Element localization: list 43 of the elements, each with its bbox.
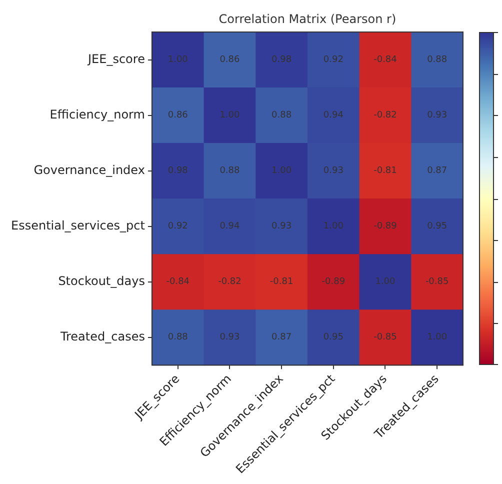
data-label: 0.92 [168, 222, 188, 232]
data-label: -0.89 [374, 222, 398, 232]
data-label: 0.87 [272, 332, 292, 343]
data-label: 0.86 [168, 110, 188, 121]
data-label: 0.98 [272, 55, 292, 66]
data-label: -0.85 [425, 277, 449, 288]
data-label: -0.81 [270, 277, 294, 288]
data-label: -0.85 [374, 332, 397, 343]
data-label: 0.94 [220, 222, 240, 232]
data-label: 0.88 [427, 55, 448, 66]
y-tick-label: Governance_index [34, 162, 145, 177]
data-label: 1.00 [168, 55, 188, 66]
data-label: 1.00 [375, 277, 396, 288]
y-tick-label: Essential_services_pct [10, 218, 146, 232]
data-label: 1.00 [220, 110, 240, 121]
data-label: 0.92 [323, 55, 344, 66]
data-label: -0.82 [374, 110, 397, 121]
data-label: 0.95 [323, 332, 344, 343]
data-label: 0.87 [427, 166, 448, 176]
y-tick-label: Stockout_days [58, 274, 145, 288]
data-label: -0.81 [374, 166, 397, 176]
y-tick-label: Efficiency_norm [50, 107, 145, 122]
data-label: -0.89 [322, 277, 346, 288]
data-label: 0.86 [220, 55, 240, 66]
data-label: 1.00 [427, 332, 448, 343]
data-label: 0.88 [272, 110, 292, 121]
data-label: 0.93 [272, 222, 292, 232]
y-tick-label: JEE_score [87, 52, 145, 66]
chart-title: Correlation Matrix (Pearson r) [218, 12, 396, 26]
data-label: 0.93 [323, 166, 344, 176]
data-label: 0.88 [168, 332, 188, 343]
data-label: 1.00 [323, 222, 344, 232]
data-label: 1.00 [272, 166, 292, 176]
y-tick-label: Treated_cases [59, 329, 145, 344]
data-label: -0.82 [218, 277, 242, 288]
data-label: 0.98 [168, 166, 188, 176]
data-label: 0.88 [220, 166, 240, 176]
data-label: 0.93 [427, 110, 448, 121]
data-label: -0.84 [166, 277, 190, 288]
data-label: -0.84 [374, 55, 398, 66]
data-label: 0.95 [427, 222, 448, 232]
data-label: 0.93 [220, 332, 240, 343]
data-label: 0.94 [323, 110, 344, 121]
